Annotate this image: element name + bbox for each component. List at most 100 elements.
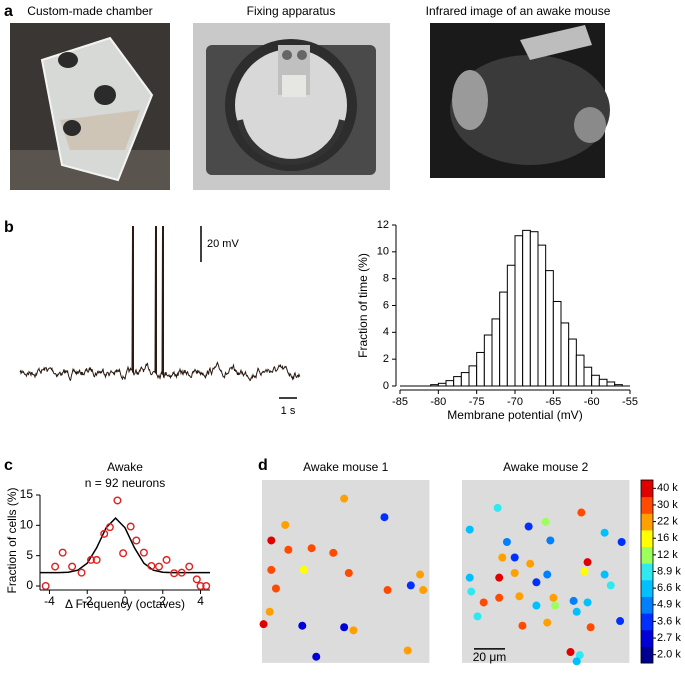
x-tick-label: -75	[469, 396, 485, 408]
cell	[419, 586, 428, 595]
colorbar-segment	[641, 480, 653, 498]
scale-label: 20 mV	[207, 238, 239, 250]
colorbar-segment	[641, 579, 653, 597]
x-axis-label: Membrane potential (mV)	[447, 408, 582, 422]
scale-label: 1 s	[281, 405, 296, 417]
cell	[265, 607, 274, 616]
cell	[473, 612, 482, 621]
histogram-bar	[545, 270, 554, 387]
fit-line	[40, 516, 210, 574]
chart-title: Awake	[107, 460, 143, 474]
colorbar-label: 40 k	[657, 482, 678, 494]
histogram-bar	[560, 322, 570, 387]
cell	[298, 621, 307, 630]
colorbar-segment	[641, 613, 653, 631]
histogram-bar	[491, 318, 501, 387]
x-tick-label: -55	[622, 396, 638, 408]
histogram-bar	[552, 300, 562, 387]
data-point	[185, 562, 194, 571]
data-point	[113, 496, 122, 505]
histogram-bar	[568, 338, 577, 387]
colorbar-segment	[641, 596, 653, 614]
colorbar-segment	[641, 529, 653, 548]
cell	[546, 536, 555, 545]
histogram-bar	[529, 231, 539, 387]
cell	[271, 584, 280, 593]
cell	[572, 607, 581, 616]
x-tick-label: -60	[584, 396, 600, 408]
data-point	[100, 529, 109, 538]
photo-chamber	[10, 23, 170, 190]
cell	[383, 586, 392, 595]
cell	[307, 544, 316, 553]
data-point	[41, 582, 50, 591]
colorbar-segment	[641, 629, 653, 647]
data-point	[177, 568, 186, 577]
cell	[267, 565, 276, 574]
cell	[600, 570, 609, 579]
histogram-bar	[591, 374, 600, 387]
cell	[510, 553, 519, 562]
histogram-bar	[514, 235, 524, 387]
colorbar-label: 3.6 k	[657, 615, 681, 627]
colorbar-label: 6.6 k	[657, 582, 681, 594]
y-axis-label: Fraction of cells (%)	[5, 487, 19, 593]
cell	[518, 621, 527, 630]
cell	[493, 503, 502, 512]
panel-label: c	[4, 457, 13, 474]
x-tick-label: -70	[507, 396, 523, 408]
histogram-bar	[483, 334, 493, 387]
map-title: Awake mouse 1	[303, 460, 388, 474]
data-point	[162, 555, 171, 564]
cell	[495, 593, 504, 602]
cell	[577, 508, 586, 517]
colorbar-label: 30 k	[657, 499, 678, 511]
cell	[299, 565, 308, 574]
x-tick-label: 0	[122, 594, 129, 608]
y-tick-label: 10	[377, 246, 389, 258]
y-tick-label: 4	[383, 326, 389, 338]
cell	[498, 553, 507, 562]
y-tick-label: 5	[26, 548, 33, 562]
cell	[543, 618, 552, 627]
cell	[465, 573, 474, 582]
cell	[349, 626, 358, 635]
y-tick-label: 12	[377, 219, 389, 231]
histogram-bar	[445, 380, 455, 387]
colorbar-segment	[641, 496, 653, 514]
x-axis-label: Δ Frequency (octaves)	[65, 597, 185, 611]
y-tick-label: 8	[383, 273, 389, 285]
photo-infrared	[430, 23, 610, 178]
x-tick-label: -4	[44, 594, 55, 608]
cell	[495, 573, 504, 582]
chart-subtitle: n = 92 neurons	[85, 476, 165, 490]
cell	[532, 578, 541, 587]
voltage-trace	[19, 225, 301, 382]
cell	[541, 517, 550, 526]
data-point	[192, 575, 201, 584]
photo-title: Infrared image of an awake mouse	[426, 4, 611, 18]
map-title: Awake mouse 2	[503, 460, 588, 474]
cell	[510, 569, 519, 577]
cell	[284, 545, 293, 554]
panel-label: d	[258, 457, 268, 474]
cell	[380, 513, 389, 522]
colorbar-label: 16 k	[657, 532, 678, 544]
colorbar-frame	[640, 479, 654, 664]
x-tick-label: -65	[545, 396, 561, 408]
y-axis-label: Fraction of time (%)	[356, 253, 370, 358]
data-point	[58, 548, 67, 557]
panel-label: a	[4, 3, 13, 20]
cell	[616, 617, 625, 626]
cell	[403, 646, 412, 655]
histogram-bar	[506, 264, 516, 387]
cell	[416, 570, 425, 579]
colorbar-label: 8.9 k	[657, 565, 681, 577]
histogram-bar	[606, 381, 616, 387]
cell	[267, 536, 276, 545]
histogram-bar	[453, 376, 462, 387]
cell	[502, 538, 511, 546]
x-tick-label: -2	[82, 594, 93, 608]
